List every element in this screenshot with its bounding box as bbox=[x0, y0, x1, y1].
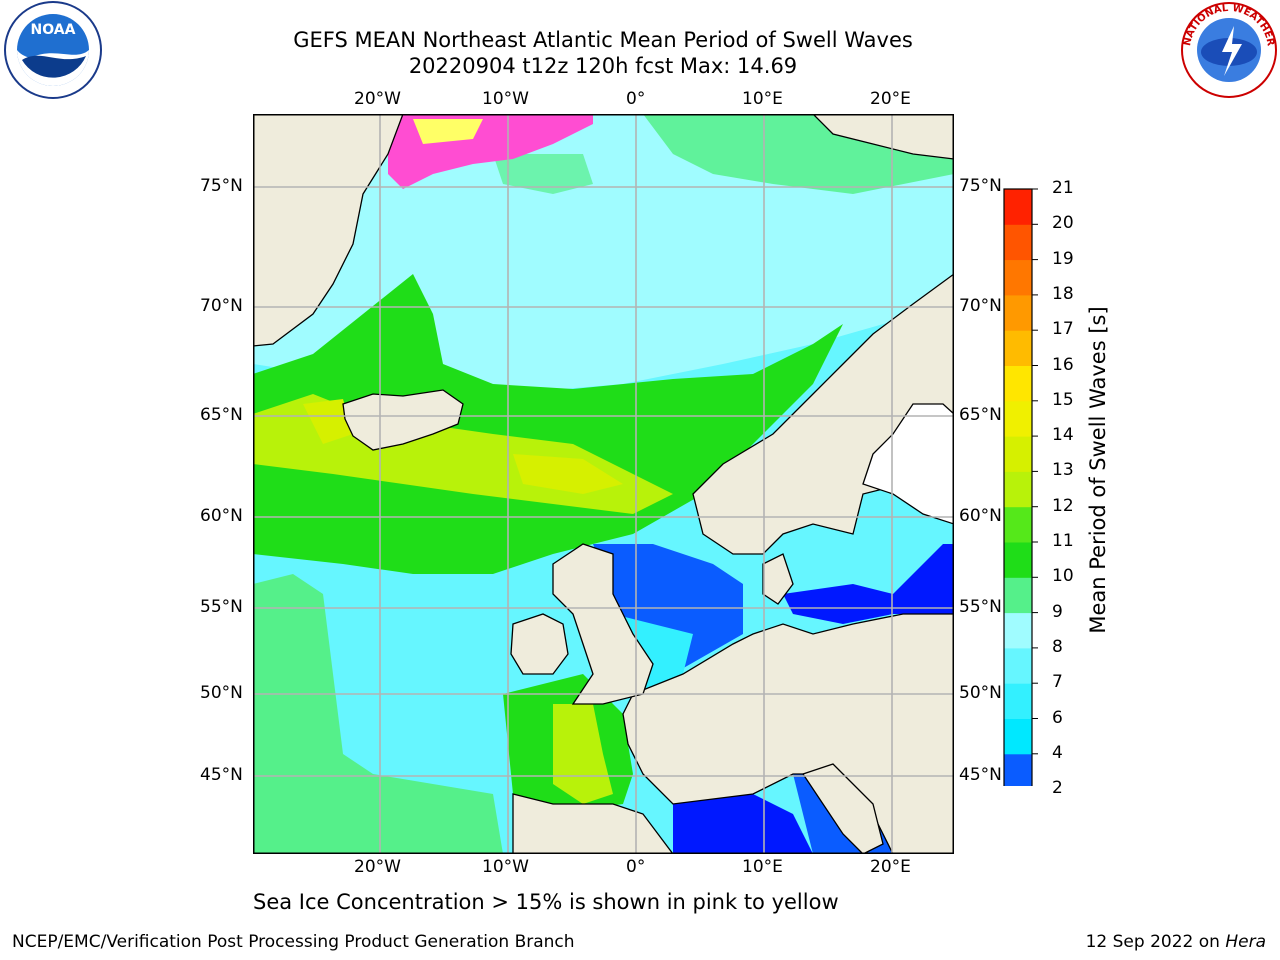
graticule bbox=[253, 114, 954, 854]
baltic-blue bbox=[783, 544, 954, 624]
colorbar-segment bbox=[1004, 506, 1032, 543]
swell-band-yellow-2 bbox=[513, 454, 623, 494]
swell-band-green-north-2 bbox=[493, 154, 593, 194]
lon-label-bottom-20w: 20°W bbox=[354, 857, 401, 877]
map-frame bbox=[253, 114, 954, 854]
footer-date: 12 Sep 2022 on Hera bbox=[1086, 932, 1266, 952]
lat-label-right-75n: 75°N bbox=[959, 176, 1002, 196]
national-weather-service-logo: NATIONAL WEATHER SERVICE bbox=[1178, 0, 1277, 98]
colorbar-tick-label: 11 bbox=[1052, 531, 1074, 551]
footer-date-text: 12 Sep 2022 on bbox=[1085, 932, 1226, 952]
land-greenland bbox=[253, 114, 404, 347]
lon-label-bottom-0: 0° bbox=[626, 857, 646, 877]
land-svalbard bbox=[812, 114, 954, 160]
colorbar-tick-label: 8 bbox=[1052, 636, 1063, 657]
swell-band-yellow-biscay bbox=[553, 704, 613, 804]
colorbar-tick-label: 15 bbox=[1052, 389, 1074, 410]
colorbar-tick-label: 16 bbox=[1052, 354, 1074, 375]
colorbar-segment bbox=[1004, 612, 1032, 649]
colorbar-tick-label: 18 bbox=[1052, 283, 1074, 304]
swell-band-yellow bbox=[303, 399, 353, 444]
colorbar bbox=[1003, 188, 1038, 786]
lon-label-top-20e: 20°E bbox=[870, 89, 911, 109]
colorbar-tick-label: 20 bbox=[1052, 213, 1074, 234]
footer-host: Hera bbox=[1225, 932, 1266, 952]
map-subtitle: 20220904 t12z 120h fcst Max: 14.69 bbox=[408, 54, 798, 78]
swell-band-green-west bbox=[253, 574, 503, 854]
colorbar-frame bbox=[1003, 188, 1033, 786]
lat-label-left-50n: 50°N bbox=[200, 683, 243, 703]
lat-label-left-45n: 45°N bbox=[200, 765, 243, 785]
colorbar-segment bbox=[1004, 294, 1032, 331]
colorbar-segment bbox=[1004, 436, 1032, 472]
map-panel bbox=[253, 114, 954, 854]
mediterranean-blue bbox=[673, 794, 813, 854]
swell-band-green bbox=[253, 274, 843, 574]
lat-label-right-55n: 55°N bbox=[959, 597, 1002, 617]
svg-text:NOAA: NOAA bbox=[31, 22, 76, 38]
colorbar-segment bbox=[1004, 400, 1032, 437]
lon-label-top-10e: 10°E bbox=[742, 89, 783, 109]
land-europe bbox=[622, 613, 954, 854]
colorbar-tick-label: 6 bbox=[1052, 707, 1063, 728]
land-denmark bbox=[762, 553, 794, 605]
land-iceland bbox=[342, 389, 464, 451]
colorbar-segment bbox=[1004, 471, 1032, 508]
colorbar-tick-label: 2 bbox=[1052, 778, 1063, 799]
lon-label-top-20w: 20°W bbox=[354, 89, 401, 109]
north-sea-blue bbox=[593, 544, 743, 674]
colorbar-segment bbox=[1004, 753, 1032, 786]
lon-label-top-10w: 10°W bbox=[482, 89, 529, 109]
colorbar-segment bbox=[1004, 647, 1032, 684]
colorbar-tick-label: 17 bbox=[1052, 319, 1074, 340]
colorbar-tick-label: 21 bbox=[1052, 178, 1074, 198]
lon-label-top-0: 0° bbox=[626, 89, 646, 109]
colorbar-segment bbox=[1004, 718, 1032, 755]
lon-label-bottom-20e: 20°E bbox=[870, 857, 911, 877]
colorbar-tick-label: 7 bbox=[1052, 672, 1063, 693]
colorbar-tick-label: 19 bbox=[1052, 248, 1074, 269]
gulf-of-bothnia bbox=[862, 403, 954, 525]
colorbar-segment bbox=[1004, 365, 1032, 402]
footer-credit: NCEP/EMC/Verification Post Processing Pr… bbox=[12, 932, 575, 952]
map-canvas bbox=[253, 114, 954, 854]
land-great-britain bbox=[552, 543, 654, 705]
land-italy bbox=[801, 763, 884, 854]
lat-label-left-65n: 65°N bbox=[200, 405, 243, 425]
colorbar-tick-label: 9 bbox=[1052, 601, 1063, 622]
lat-label-left-70n: 70°N bbox=[200, 296, 243, 316]
land-iberia bbox=[512, 793, 674, 854]
colorbar-segment bbox=[1004, 542, 1032, 578]
lat-label-right-70n: 70°N bbox=[959, 296, 1002, 316]
map-title: GEFS MEAN Northeast Atlantic Mean Period… bbox=[293, 28, 913, 52]
colorbar-tick-label: 13 bbox=[1052, 460, 1074, 481]
lat-label-left-55n: 55°N bbox=[200, 597, 243, 617]
colorbar-tick-label: 12 bbox=[1052, 495, 1074, 516]
colorbar-label: Mean Period of Swell Waves [s] bbox=[1086, 306, 1110, 634]
noaa-logo: NOAA bbox=[4, 1, 102, 99]
land-ireland bbox=[510, 613, 569, 675]
lat-label-right-45n: 45°N bbox=[959, 765, 1002, 785]
lat-label-left-75n: 75°N bbox=[200, 176, 243, 196]
colorbar-segment bbox=[1004, 189, 1032, 225]
sea-ice-yellow bbox=[413, 119, 483, 144]
lon-label-bottom-10e: 10°E bbox=[742, 857, 783, 877]
colorbar-segment bbox=[1004, 259, 1032, 296]
lat-label-right-50n: 50°N bbox=[959, 683, 1002, 703]
lon-label-bottom-10w: 10°W bbox=[482, 857, 529, 877]
lat-label-left-60n: 60°N bbox=[200, 506, 243, 526]
colorbar-tick-label: 4 bbox=[1052, 742, 1063, 763]
colorbar-tick-label: 14 bbox=[1052, 425, 1074, 446]
lat-label-right-65n: 65°N bbox=[959, 405, 1002, 425]
lat-label-right-60n: 60°N bbox=[959, 506, 1002, 526]
colorbar-segment bbox=[1004, 683, 1032, 719]
colorbar-segment bbox=[1004, 330, 1032, 366]
sea-ice-caption: Sea Ice Concentration > 15% is shown in … bbox=[253, 890, 839, 914]
colorbar-segment bbox=[1004, 577, 1032, 614]
colorbar-segment bbox=[1004, 224, 1032, 261]
colorbar-tick-label: 10 bbox=[1052, 566, 1074, 587]
